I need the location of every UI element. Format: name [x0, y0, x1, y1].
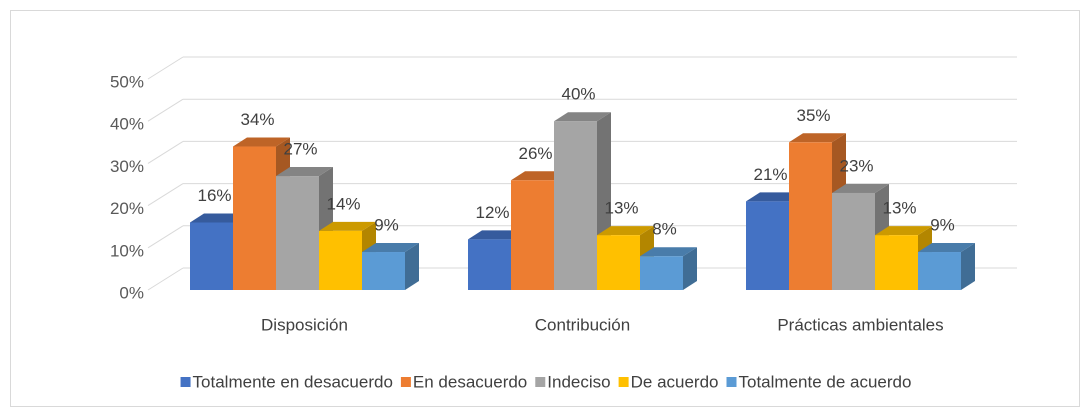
bar-top [789, 133, 846, 143]
data-label: 16% [197, 186, 231, 205]
legend-label: Indeciso [547, 372, 610, 391]
y-tick-label: 0% [119, 283, 144, 302]
data-label: 35% [796, 106, 830, 125]
bar-top [875, 226, 932, 236]
bar-front [832, 192, 875, 290]
data-label: 26% [518, 144, 552, 163]
bar-top [554, 112, 611, 122]
bar-front [468, 239, 511, 290]
bar-side [961, 243, 975, 290]
bar-front [276, 176, 319, 290]
bar-top [233, 137, 290, 147]
bar [918, 243, 975, 290]
bar-top [319, 221, 376, 231]
bar-top [468, 230, 525, 240]
grid-line-side [147, 56, 184, 80]
bar-top [511, 171, 568, 181]
legend-swatch [535, 377, 546, 387]
legend-swatch [726, 377, 737, 387]
bar-front [597, 235, 640, 290]
bar-top [597, 226, 654, 236]
data-label: 13% [882, 199, 916, 218]
data-label: 13% [604, 199, 638, 218]
grid-line-side [147, 183, 184, 207]
data-label: 34% [240, 110, 274, 129]
legend-swatch [180, 377, 191, 387]
bar-front [918, 252, 961, 290]
bar-top [276, 167, 333, 177]
y-tick-label: 40% [110, 115, 144, 134]
bar-front [554, 121, 597, 290]
legend-label: Totalmente de acuerdo [739, 372, 912, 391]
bar-top [918, 243, 975, 253]
bar-side [405, 243, 419, 290]
y-tick-label: 50% [110, 72, 144, 91]
y-tick-label: 30% [110, 157, 144, 176]
data-label: 21% [753, 165, 787, 184]
x-tick-label: Contribución [535, 315, 630, 334]
bar-top [190, 213, 247, 223]
grid-line-side [147, 140, 184, 164]
data-label: 23% [839, 156, 873, 175]
bar-top [832, 183, 889, 193]
data-label: 8% [652, 220, 677, 239]
data-label: 9% [374, 216, 399, 235]
x-tick-label: Prácticas ambientales [777, 315, 943, 334]
legend-label: Totalmente en desacuerdo [193, 372, 393, 391]
x-tick-label: Disposición [261, 315, 348, 334]
bar-front [233, 146, 276, 290]
legend-label: De acuerdo [631, 372, 719, 391]
grid-line-side [147, 267, 184, 291]
bar-top [746, 192, 803, 202]
data-label: 9% [930, 216, 955, 235]
data-label: 12% [475, 203, 509, 222]
bar [362, 243, 419, 290]
bar-front [789, 142, 832, 290]
legend-label: En desacuerdo [413, 372, 527, 391]
bar [640, 247, 697, 290]
y-tick-label: 20% [110, 199, 144, 218]
data-label: 40% [561, 85, 595, 104]
bar-front [362, 252, 405, 290]
legend-swatch [400, 377, 411, 387]
bar-top [640, 247, 697, 257]
grid-line-side [147, 225, 184, 249]
bar-front [511, 180, 554, 290]
grid-line-side [147, 98, 184, 122]
bar-front [640, 256, 683, 290]
data-label: 14% [326, 194, 360, 213]
bar-side [683, 247, 697, 290]
legend-swatch [618, 377, 629, 387]
bar-front [319, 230, 362, 290]
data-label: 27% [283, 140, 317, 159]
y-tick-label: 10% [110, 241, 144, 260]
bar-front [190, 222, 233, 290]
bar-top [362, 243, 419, 253]
bar-front [746, 201, 789, 290]
bar-front [875, 235, 918, 290]
